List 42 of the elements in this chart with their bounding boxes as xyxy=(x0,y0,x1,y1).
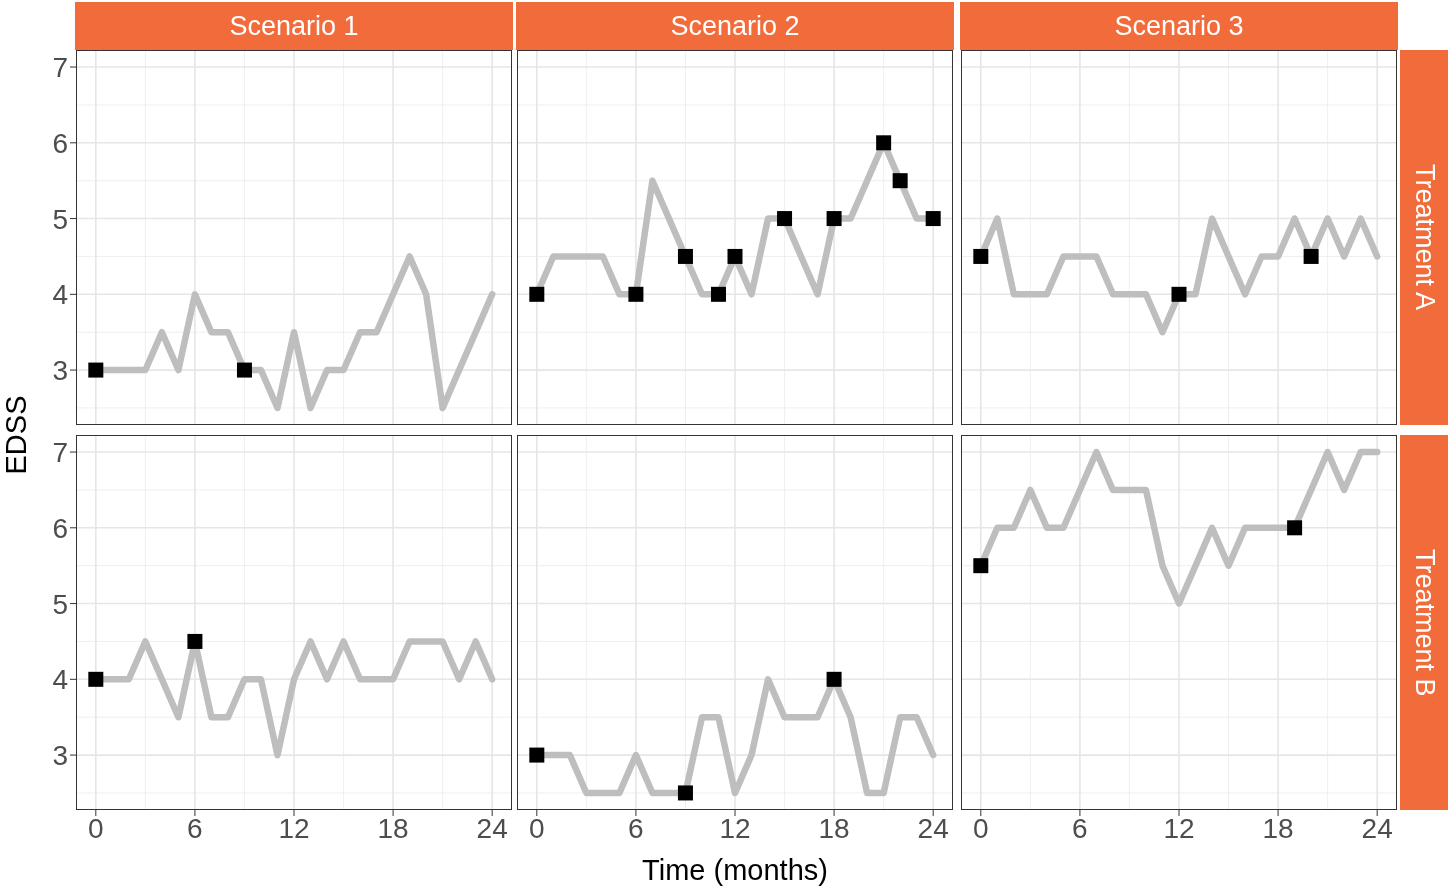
x-tick-label: 12 xyxy=(278,812,310,844)
y-tick-label: 5 xyxy=(52,588,68,620)
y-tick-label: 7 xyxy=(52,51,68,83)
point xyxy=(925,211,941,227)
point xyxy=(529,286,545,302)
point xyxy=(628,286,644,302)
point xyxy=(710,286,726,302)
x-tick-label: 0 xyxy=(529,812,545,844)
x-tick-label: 18 xyxy=(1262,812,1294,844)
point xyxy=(777,211,793,227)
point xyxy=(826,211,842,227)
point xyxy=(677,248,693,264)
x-tick-label: 24 xyxy=(476,812,508,844)
y-axis-title: EDSS xyxy=(0,394,33,477)
x-tick-label: 18 xyxy=(377,812,409,844)
x-tick-label: 6 xyxy=(628,812,644,844)
x-tick-label: 12 xyxy=(719,812,751,844)
y-tick-label: 6 xyxy=(52,512,68,544)
y-tick-label: 5 xyxy=(52,203,68,235)
x-tick-label: 6 xyxy=(1072,812,1088,844)
y-tick-label: 4 xyxy=(52,279,68,311)
y-tick-label: 3 xyxy=(52,355,68,387)
y-tick-label: 7 xyxy=(52,436,68,468)
x-tick-label: 24 xyxy=(1361,812,1393,844)
chart-title: Scenario 3 xyxy=(960,2,1398,50)
x-tick-label: 6 xyxy=(187,812,203,844)
y-tick-label: 4 xyxy=(52,664,68,696)
y-tick-label: 3 xyxy=(52,740,68,772)
x-tick-label: 18 xyxy=(818,812,850,844)
x-axis-title: Time (months) xyxy=(641,854,829,887)
x-tick-label: 0 xyxy=(973,812,989,844)
y-tick-label: 6 xyxy=(52,127,68,159)
x-tick-label: 24 xyxy=(917,812,949,844)
point xyxy=(892,173,908,189)
chart-title: Scenario 2 xyxy=(516,2,954,50)
text: Treatment A xyxy=(1400,50,1448,425)
point xyxy=(727,248,743,264)
x-tick-label: 0 xyxy=(88,812,104,844)
text: Treatment B xyxy=(1400,435,1448,810)
chart-title: Scenario 1 xyxy=(75,2,513,50)
x-tick-label: 12 xyxy=(1163,812,1195,844)
point xyxy=(876,135,892,151)
